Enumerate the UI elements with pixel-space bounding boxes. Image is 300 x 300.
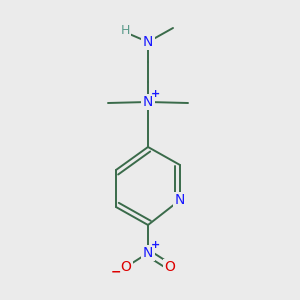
- Text: N: N: [175, 193, 185, 207]
- Text: N: N: [143, 95, 153, 109]
- Text: +: +: [152, 240, 160, 250]
- Text: H: H: [120, 25, 130, 38]
- Text: N: N: [143, 246, 153, 260]
- Text: O: O: [165, 260, 176, 274]
- Text: O: O: [121, 260, 131, 274]
- Text: N: N: [143, 35, 153, 49]
- Text: −: −: [111, 266, 121, 278]
- Text: +: +: [152, 89, 160, 99]
